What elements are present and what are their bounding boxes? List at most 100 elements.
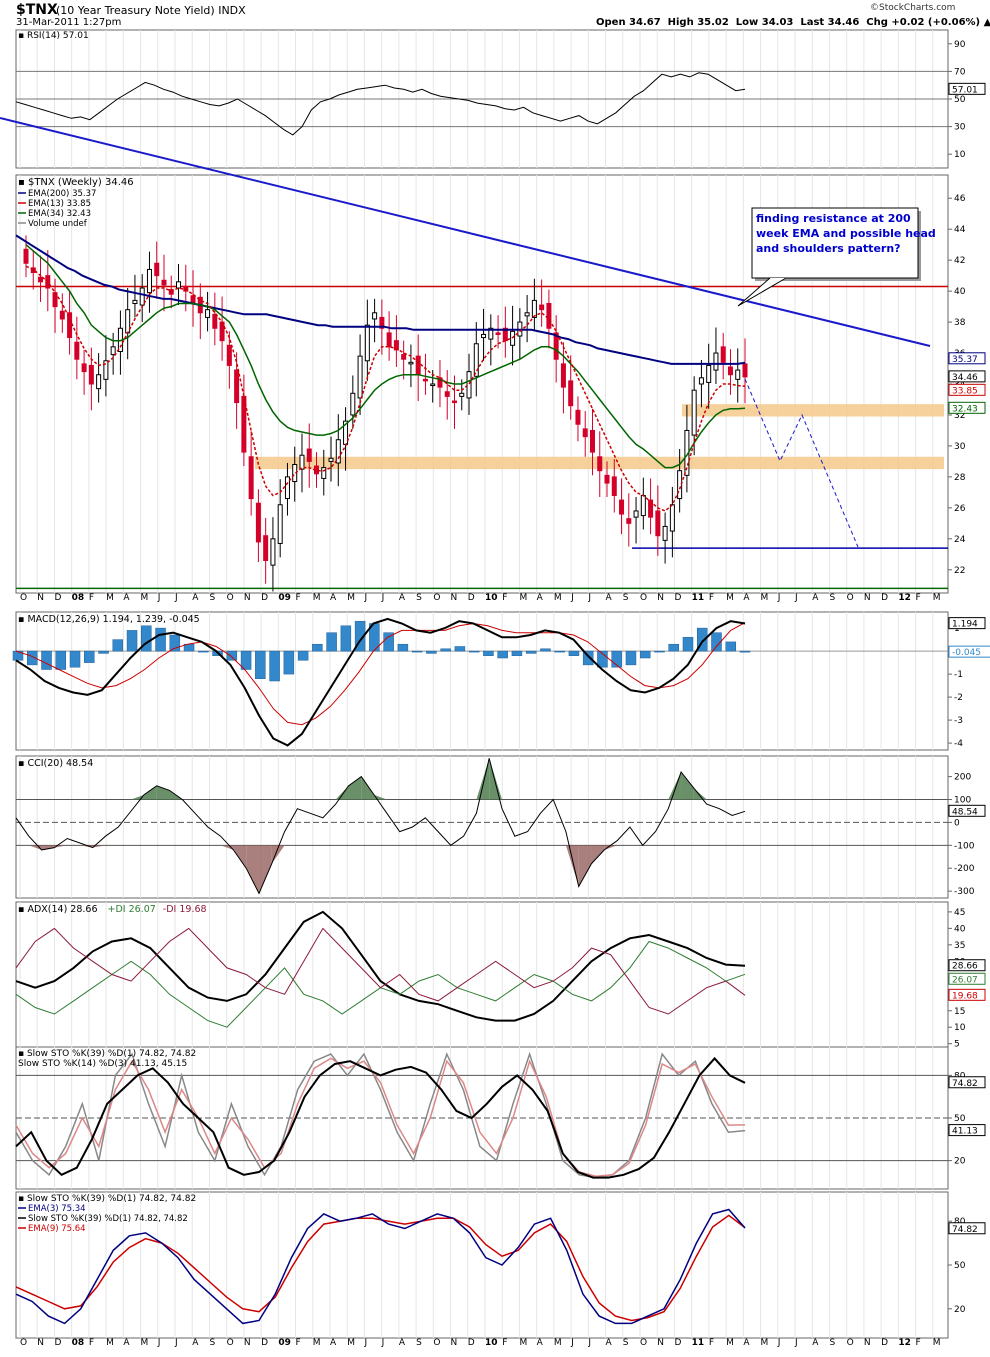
y-tick-label-price: 32 — [954, 411, 965, 421]
macd-histogram-bar — [340, 625, 352, 652]
candle-body — [531, 299, 537, 318]
x-tick-label: M — [554, 593, 562, 603]
macd-histogram-bar — [354, 620, 366, 652]
candle-body — [335, 439, 341, 464]
x-tick-label: M — [313, 593, 321, 603]
candle-body — [299, 454, 305, 470]
candle-body — [633, 510, 639, 518]
candle-body — [212, 313, 218, 329]
x-tick-label: M — [141, 593, 149, 603]
candle-body — [488, 327, 494, 340]
macd-line — [15, 617, 746, 747]
price-last-value: 35.37 — [952, 355, 978, 365]
x-tick-label: A — [399, 1338, 406, 1348]
candle-body — [241, 395, 247, 453]
adx-title-part: ▪ ADX(14) 28.66 — [18, 904, 98, 915]
x-tick-label: D — [54, 593, 61, 603]
x-tick-label: A — [192, 1338, 199, 1348]
x-tick-label: A — [537, 1338, 544, 1348]
annotation-text: week EMA and possible head — [756, 227, 936, 240]
y-tick-label-price: 38 — [954, 318, 966, 328]
candle-body — [437, 377, 443, 388]
macd-histogram-bar — [711, 632, 722, 652]
macd-histogram-bar — [440, 648, 451, 652]
macd-histogram-bar — [269, 650, 280, 682]
candle-body — [110, 346, 116, 356]
candle-body — [139, 287, 145, 306]
x-tick-label: S — [829, 1338, 835, 1348]
y-tick-label-rsi: 10 — [954, 150, 966, 160]
macd-histogram-bar — [297, 650, 309, 661]
cci-last-value: 48.54 — [952, 807, 978, 817]
y-tick-label-macd: -4 — [954, 739, 963, 749]
macd-histogram-bar — [668, 643, 679, 652]
x-tick-label: N — [864, 1338, 871, 1348]
candle-body — [495, 332, 501, 335]
x-tick-label: M — [933, 1338, 941, 1348]
x-tick-label: J — [570, 593, 574, 603]
x-tick-label: F — [916, 1338, 921, 1348]
candle-body — [611, 476, 617, 496]
x-tick-label: 12 — [898, 593, 911, 603]
candle-body — [306, 448, 312, 462]
x-tick-label: O — [433, 593, 440, 603]
x-tick-label: N — [864, 593, 871, 603]
x-tick-label: F — [89, 593, 94, 603]
y-tick-label-price: 24 — [954, 535, 966, 545]
y-tick-label-rsi: 70 — [954, 67, 966, 77]
sto2-legend-item: EMA(9) 75.64 — [28, 1224, 86, 1234]
adx-last-value: 26.07 — [952, 975, 978, 985]
x-tick-label: M — [347, 593, 355, 603]
annotations: finding resistance at 200 week EMA and po… — [0, 117, 936, 548]
macd-histogram-bar — [27, 650, 38, 666]
x-tick-label: A — [812, 593, 819, 603]
candle-body — [23, 248, 29, 264]
macd-histogram-bar — [611, 650, 622, 668]
y-tick-label-cci: 0 — [954, 818, 960, 828]
x-tick-label: M — [347, 1338, 355, 1348]
macd-histogram-bar — [554, 650, 565, 653]
x-tick-label: M — [761, 593, 769, 603]
macd-histogram-bar — [98, 650, 109, 654]
macd-histogram-bar — [511, 650, 523, 656]
macd-histogram-bar — [639, 650, 651, 659]
candle-body — [735, 369, 741, 380]
x-axes: OONNDD0808FFMMAAMMJJJJAASSOONNDD0909FFMM… — [20, 593, 941, 1348]
x-tick-label: J — [381, 1338, 385, 1348]
macd-histogram-bar — [725, 641, 736, 652]
x-tick-label: J — [570, 1338, 574, 1348]
cci-overbought-fill — [348, 776, 362, 800]
price-legend-item: EMA(200) 35.37 — [28, 189, 96, 199]
stockcharts-brand: ©StockCharts.com — [870, 3, 956, 13]
macd-histogram-bar — [696, 627, 708, 652]
x-tick-label: N — [244, 1338, 251, 1348]
cci-title: ▪ CCI(20) 48.54 — [18, 758, 93, 769]
candle-body — [255, 502, 261, 543]
candle-body — [277, 504, 283, 544]
candle-body — [146, 268, 152, 294]
macd-histogram-bar — [141, 625, 152, 652]
x-tick-label: 08 — [72, 1338, 85, 1348]
sto1-title: ▪ Slow STO %K(39) %D(1) 74.82, 74.82 — [18, 1049, 196, 1059]
candle-body — [648, 499, 654, 518]
cci-overbought-fill — [143, 785, 157, 800]
price-last-value: 32.43 — [952, 404, 978, 414]
x-tick-label: F — [502, 593, 507, 603]
y-tick-label-price: 42 — [954, 256, 965, 266]
sto2-last-value-box — [948, 1222, 986, 1235]
y-tick-label-price: 22 — [954, 566, 965, 576]
cci-oversold-fill — [259, 845, 272, 894]
x-tick-label: O — [433, 1338, 440, 1348]
macd-histogram-bar — [540, 648, 551, 652]
x-tick-label: M — [726, 1338, 734, 1348]
quote-summary: Open 34.67 High 35.02 Low 34.03 Last 34.… — [596, 17, 990, 28]
rsi-last-value: 57.01 — [952, 85, 978, 95]
y-tick-label-cci: -300 — [954, 887, 975, 897]
sto2-last-value: 74.82 — [952, 1225, 978, 1235]
x-tick-label: J — [777, 1338, 781, 1348]
y-tick-label-price: 30 — [954, 442, 966, 452]
x-tick-label: M — [141, 1338, 149, 1348]
cci-oversold-fill — [79, 845, 93, 848]
x-tick-label: J — [587, 593, 591, 603]
